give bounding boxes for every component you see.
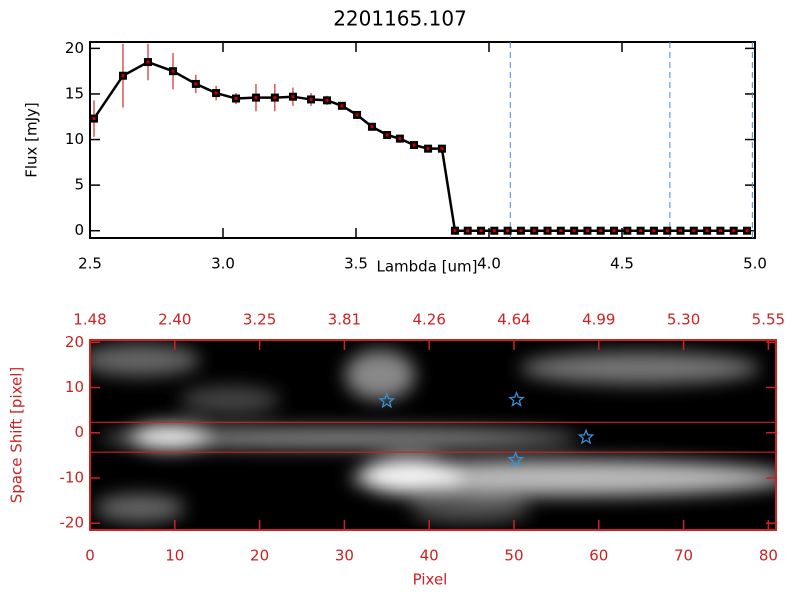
data-point-core [599,229,603,233]
data-point-core [559,229,563,233]
spectral-image [90,340,776,530]
x-tick-label: 30 [335,547,354,565]
data-point-core [612,229,616,233]
data-point-core [572,229,576,233]
top-tick-label: 4.64 [497,311,530,329]
data-point-core [412,143,416,147]
y-tick-label: -10 [60,468,85,486]
top-tick-label: 5.55 [752,311,785,329]
star-marker [378,392,396,409]
y-tick-label: 5 [74,176,84,194]
x-tick-label: 20 [250,547,269,565]
x-tick-label: 2.5 [78,255,102,273]
data-point-core [652,229,656,233]
x-axis-label: Pixel [413,571,448,589]
data-point-core [426,147,430,151]
data-point-core [692,229,696,233]
y-axis-label: Space Shift [pixel] [8,367,26,504]
data-point-core [234,97,238,101]
data-point-core [214,91,218,95]
x-tick-label: 4.5 [610,255,634,273]
y-tick-label: 10 [65,378,84,396]
data-point-core [146,60,150,64]
data-point-core [273,96,277,100]
top-tick-label: 2.40 [158,311,191,329]
data-point-core [171,69,175,73]
chart-title: 2201165.107 [333,7,467,31]
x-tick-label: 50 [504,547,523,565]
top-tick-label: 3.25 [243,311,276,329]
data-point-core [546,229,550,233]
data-point-core [254,96,258,100]
data-point-core [506,229,510,233]
x-axis-label: Lambda [um] [377,258,478,276]
x-tick-label: 60 [589,547,608,565]
data-point-core [585,229,589,233]
data-point-core [398,137,402,141]
y-tick-label: -20 [60,514,85,532]
data-point-core [340,104,344,108]
top-tick-label: 4.26 [412,311,445,329]
data-point-core [639,229,643,233]
data-point-core [705,229,709,233]
data-point-core [385,133,389,137]
data-point-core [519,229,523,233]
x-tick-label: 70 [674,547,693,565]
data-point-core [745,229,749,233]
y-tick-label: 15 [65,84,84,102]
data-point-core [453,229,457,233]
data-point-core [370,125,374,129]
data-point-core [479,229,483,233]
data-point-core [355,113,359,117]
data-point-core [718,229,722,233]
data-point-core [492,229,496,233]
plot-frame [89,339,777,531]
top-tick-label: 1.48 [73,311,106,329]
data-point-core [325,98,329,102]
y-tick-label: 20 [65,333,84,351]
x-tick-label: 10 [165,547,184,565]
top-tick-label: 3.81 [328,311,361,329]
top-tick-label: 5.30 [667,311,700,329]
x-tick-label: 3.0 [211,255,235,273]
data-point-core [440,147,444,151]
x-tick-label: 3.5 [344,255,368,273]
image-blobs [90,344,776,522]
data-point-core [291,95,295,99]
plot-frame [89,41,756,239]
x-tick-label: 4.0 [477,255,501,273]
data-point-core [665,229,669,233]
y-tick-label: 10 [65,130,84,148]
data-point-core [679,229,683,233]
x-tick-label: 5.0 [743,255,767,273]
y-tick-label: 0 [74,423,84,441]
data-point-core [194,82,198,86]
x-tick-label: 0 [85,547,95,565]
data-point-core [532,229,536,233]
data-point-core [625,229,629,233]
top-tick-label: 4.99 [582,311,615,329]
star-marker [508,390,525,407]
x-tick-label: 80 [759,547,778,565]
data-point-core [309,97,313,101]
y-tick-label: 0 [74,221,84,239]
y-axis-label: Flux [mJy] [23,102,41,178]
data-point-core [466,229,470,233]
data-point-core [732,229,736,233]
star-marker [577,428,595,445]
data-point-core [121,74,125,78]
data-point-core [92,117,96,121]
y-tick-label: 20 [65,39,84,57]
x-tick-label: 40 [420,547,439,565]
star-marker [507,451,525,468]
